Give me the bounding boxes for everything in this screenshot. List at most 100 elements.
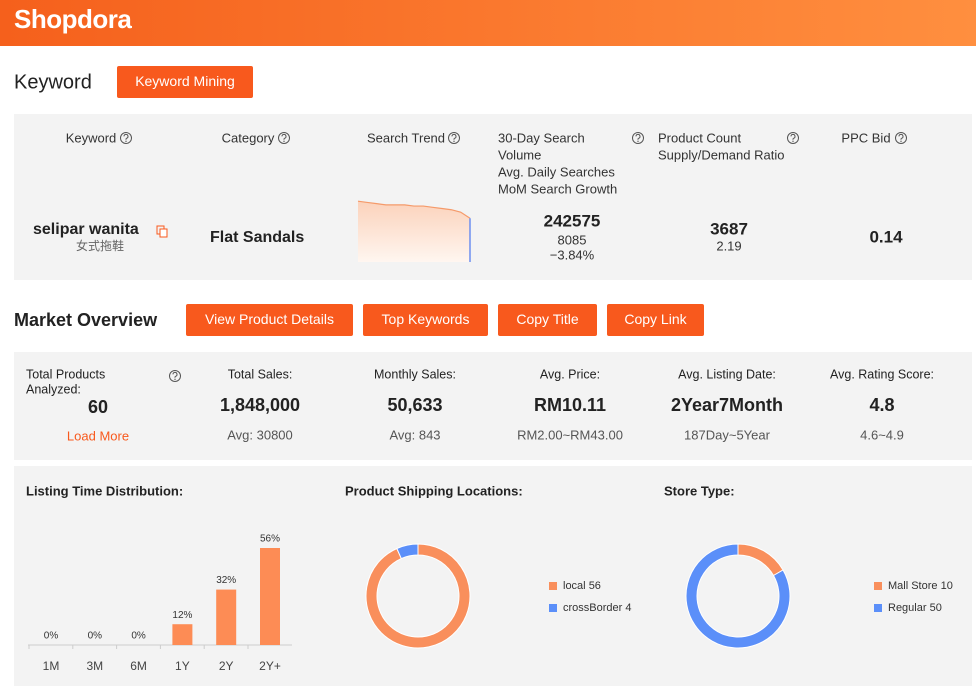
column-header: Product Count bbox=[658, 130, 741, 145]
help-icon bbox=[448, 132, 460, 144]
stat-label: Avg. Price: bbox=[540, 367, 600, 381]
stat-sub: Avg: 843 bbox=[389, 427, 440, 442]
column-header: PPC Bid bbox=[841, 130, 890, 145]
button-label[interactable]: Keyword Mining bbox=[135, 73, 235, 89]
legend-swatch bbox=[549, 582, 557, 590]
help-dot bbox=[900, 140, 902, 142]
trend-area bbox=[358, 201, 470, 262]
chart-title: Store Type: bbox=[664, 483, 735, 498]
bar-value-label: 0% bbox=[44, 631, 59, 642]
column-header: Avg. Daily Searches bbox=[498, 164, 615, 179]
button-label[interactable]: View Product Details bbox=[205, 311, 334, 327]
help-circle bbox=[632, 132, 644, 144]
help-icon bbox=[632, 132, 644, 144]
column-header: Supply/Demand Ratio bbox=[658, 147, 784, 162]
section-title: Market Overview bbox=[14, 310, 158, 330]
trend-line bbox=[357, 200, 471, 219]
stat-label: Total Sales: bbox=[228, 367, 293, 381]
help-icon bbox=[787, 132, 799, 144]
stat-sub: 187Day~5Year bbox=[684, 427, 771, 442]
button-bg[interactable] bbox=[498, 304, 597, 336]
legend-label: local 56 bbox=[563, 580, 601, 592]
bar-value-label: 0% bbox=[88, 631, 103, 642]
action-button[interactable]: View Product Details bbox=[186, 304, 353, 336]
stat-label: Monthly Sales: bbox=[374, 367, 456, 381]
button-label[interactable]: Top Keywords bbox=[382, 311, 470, 327]
stat-value: 1,848,000 bbox=[220, 395, 300, 415]
column-header: 30-Day Search bbox=[498, 130, 585, 145]
help-dot bbox=[453, 140, 455, 142]
column-header: MoM Search Growth bbox=[498, 181, 617, 196]
product-count: 3687 bbox=[710, 219, 748, 238]
column-header: Search Trend bbox=[367, 130, 445, 145]
help-mark bbox=[790, 133, 796, 140]
button-bg[interactable] bbox=[117, 66, 253, 98]
x-tick-label: 2Y bbox=[219, 659, 234, 673]
help-mark bbox=[281, 133, 287, 140]
load-more-link[interactable]: Load More bbox=[67, 428, 129, 443]
x-tick-label: 6M bbox=[130, 659, 147, 673]
button-label[interactable]: Copy Link bbox=[624, 311, 687, 327]
stat-sub: 4.6~4.9 bbox=[860, 427, 904, 442]
stat-value: RM10.11 bbox=[534, 395, 606, 415]
help-circle bbox=[787, 132, 799, 144]
keyword-text: selipar wanita bbox=[33, 221, 139, 238]
stat-sub: RM2.00~RM43.00 bbox=[517, 427, 623, 442]
bar bbox=[260, 548, 280, 645]
help-icon bbox=[169, 370, 181, 382]
legend-label: crossBorder 4 bbox=[563, 602, 631, 614]
stat-label: Total Products bbox=[26, 367, 105, 381]
stats-panel bbox=[14, 352, 972, 460]
action-button[interactable]: Copy Link bbox=[607, 304, 704, 336]
action-button[interactable]: Top Keywords bbox=[363, 304, 488, 336]
x-tick-label: 1Y bbox=[175, 659, 190, 673]
button-bg[interactable] bbox=[607, 304, 704, 336]
help-icon bbox=[120, 132, 132, 144]
button-label[interactable]: Copy Title bbox=[516, 311, 578, 327]
help-dot bbox=[283, 140, 285, 142]
stat-value: 2Year7Month bbox=[671, 395, 783, 415]
keyword-mining-button[interactable]: Keyword Mining bbox=[117, 66, 253, 98]
legend-value: 4 bbox=[625, 602, 631, 614]
x-tick-label: 2Y+ bbox=[259, 659, 281, 673]
button-bg[interactable] bbox=[186, 304, 353, 336]
keyword-translation: 女式拖鞋 bbox=[76, 238, 124, 253]
help-mark bbox=[635, 133, 641, 140]
stat-label: Analyzed: bbox=[26, 382, 81, 396]
donut-segment bbox=[685, 543, 791, 649]
help-circle bbox=[448, 132, 460, 144]
section-title: Keyword bbox=[14, 71, 92, 93]
header-bar bbox=[0, 0, 976, 46]
help-mark bbox=[451, 133, 457, 140]
legend-name: local bbox=[563, 580, 586, 592]
help-circle bbox=[278, 132, 290, 144]
legend-value: 50 bbox=[930, 602, 942, 614]
action-button[interactable]: Copy Title bbox=[498, 304, 597, 336]
legend-value: 10 bbox=[941, 580, 953, 592]
column-header: Category bbox=[222, 130, 275, 145]
legend-swatch bbox=[874, 604, 882, 612]
charts-panel bbox=[14, 466, 972, 686]
chart-title: Product Shipping Locations: bbox=[345, 483, 523, 498]
column-header: Volume bbox=[498, 147, 541, 162]
stat-value: 4.8 bbox=[869, 395, 894, 415]
category-text: Flat Sandals bbox=[210, 229, 304, 246]
daily-searches: 8085 bbox=[558, 232, 587, 247]
bar bbox=[172, 624, 193, 645]
ppc-bid: 0.14 bbox=[869, 227, 903, 246]
stat-label: Avg. Rating Score: bbox=[830, 367, 934, 381]
bar bbox=[216, 589, 237, 645]
help-dot bbox=[792, 140, 794, 142]
button-bg[interactable] bbox=[363, 304, 488, 336]
help-icon bbox=[895, 132, 907, 144]
legend-label: Mall Store 10 bbox=[888, 580, 953, 592]
chart-title: Listing Time Distribution: bbox=[26, 483, 183, 498]
column-header: Keyword bbox=[66, 130, 117, 145]
x-tick-label: 3M bbox=[86, 659, 103, 673]
bar-value-label: 12% bbox=[172, 610, 192, 621]
legend-swatch bbox=[874, 582, 882, 590]
legend-name: crossBorder bbox=[563, 602, 623, 614]
help-icon bbox=[278, 132, 290, 144]
